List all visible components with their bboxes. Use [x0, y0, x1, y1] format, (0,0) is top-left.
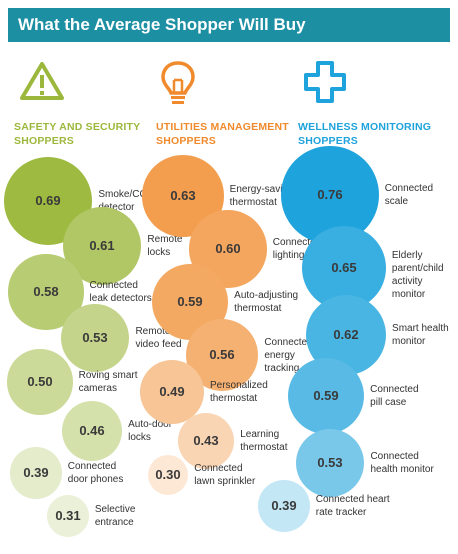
- bubble: 0.50: [7, 349, 73, 415]
- bubble: 0.39: [258, 480, 310, 532]
- bubble-label: Personalized thermostat: [209, 380, 268, 404]
- bubble: 0.49: [140, 360, 204, 424]
- bubble: 0.53: [60, 303, 130, 373]
- bubble-label: Connected leak detectors: [89, 280, 152, 304]
- medical-cross-icon: [303, 60, 347, 109]
- bubble-label: Connected health monitor: [370, 451, 434, 475]
- bubble: 0.30: [147, 454, 189, 496]
- bubble-label: Elderly parent/child activity monitor: [391, 249, 444, 300]
- bubble-label: Smoke/CO detector: [98, 189, 148, 213]
- bubble-label: Connected door phones: [67, 461, 124, 485]
- bubble-label: Smart health monitor: [392, 323, 449, 347]
- bubble-label: Auto-door locks: [128, 419, 173, 443]
- bubble: 0.39: [10, 447, 62, 499]
- warning-icon: [18, 60, 66, 107]
- bubble-label: Roving smart cameras: [78, 370, 138, 394]
- lightbulb-icon: [160, 60, 196, 113]
- group-label: UTILITIES MANAGEMENT SHOPPERS: [156, 121, 289, 147]
- bubble: 0.31: [47, 495, 89, 537]
- bubble-label: Connected energy tracking: [264, 336, 313, 374]
- bubble: 0.59: [151, 263, 229, 341]
- chart-title: What the Average Shopper Will Buy: [18, 15, 306, 34]
- bubble-label: Remote video feed: [135, 326, 182, 350]
- bubble-label: Selective entrance: [94, 504, 136, 528]
- group-label: WELLNESS MONITORING SHOPPERS: [298, 121, 432, 147]
- bubble-label: Connected lighting: [272, 237, 322, 261]
- bubble: 0.59: [287, 357, 365, 435]
- bubble-label: Energy-saving thermostat: [229, 184, 294, 208]
- bubble: 0.53: [295, 428, 365, 498]
- bubble: 0.46: [61, 400, 123, 462]
- bubble-label: Connected scale: [384, 183, 434, 207]
- bubble-label: Auto-adjusting thermostat: [234, 290, 299, 314]
- bubble-label: Connected lawn sprinkler: [194, 463, 256, 487]
- chart-title-banner: What the Average Shopper Will Buy: [8, 8, 450, 42]
- bubble-label: Connected heart rate tracker: [315, 494, 390, 518]
- bubble-label: Connected pill case: [370, 384, 419, 408]
- bubble-label: Learning thermostat: [240, 429, 288, 453]
- bubble: 0.43: [177, 412, 235, 470]
- bubble-label: Remote locks: [147, 234, 183, 258]
- group-label: SAFETY AND SECURITY SHOPPERS: [14, 121, 141, 147]
